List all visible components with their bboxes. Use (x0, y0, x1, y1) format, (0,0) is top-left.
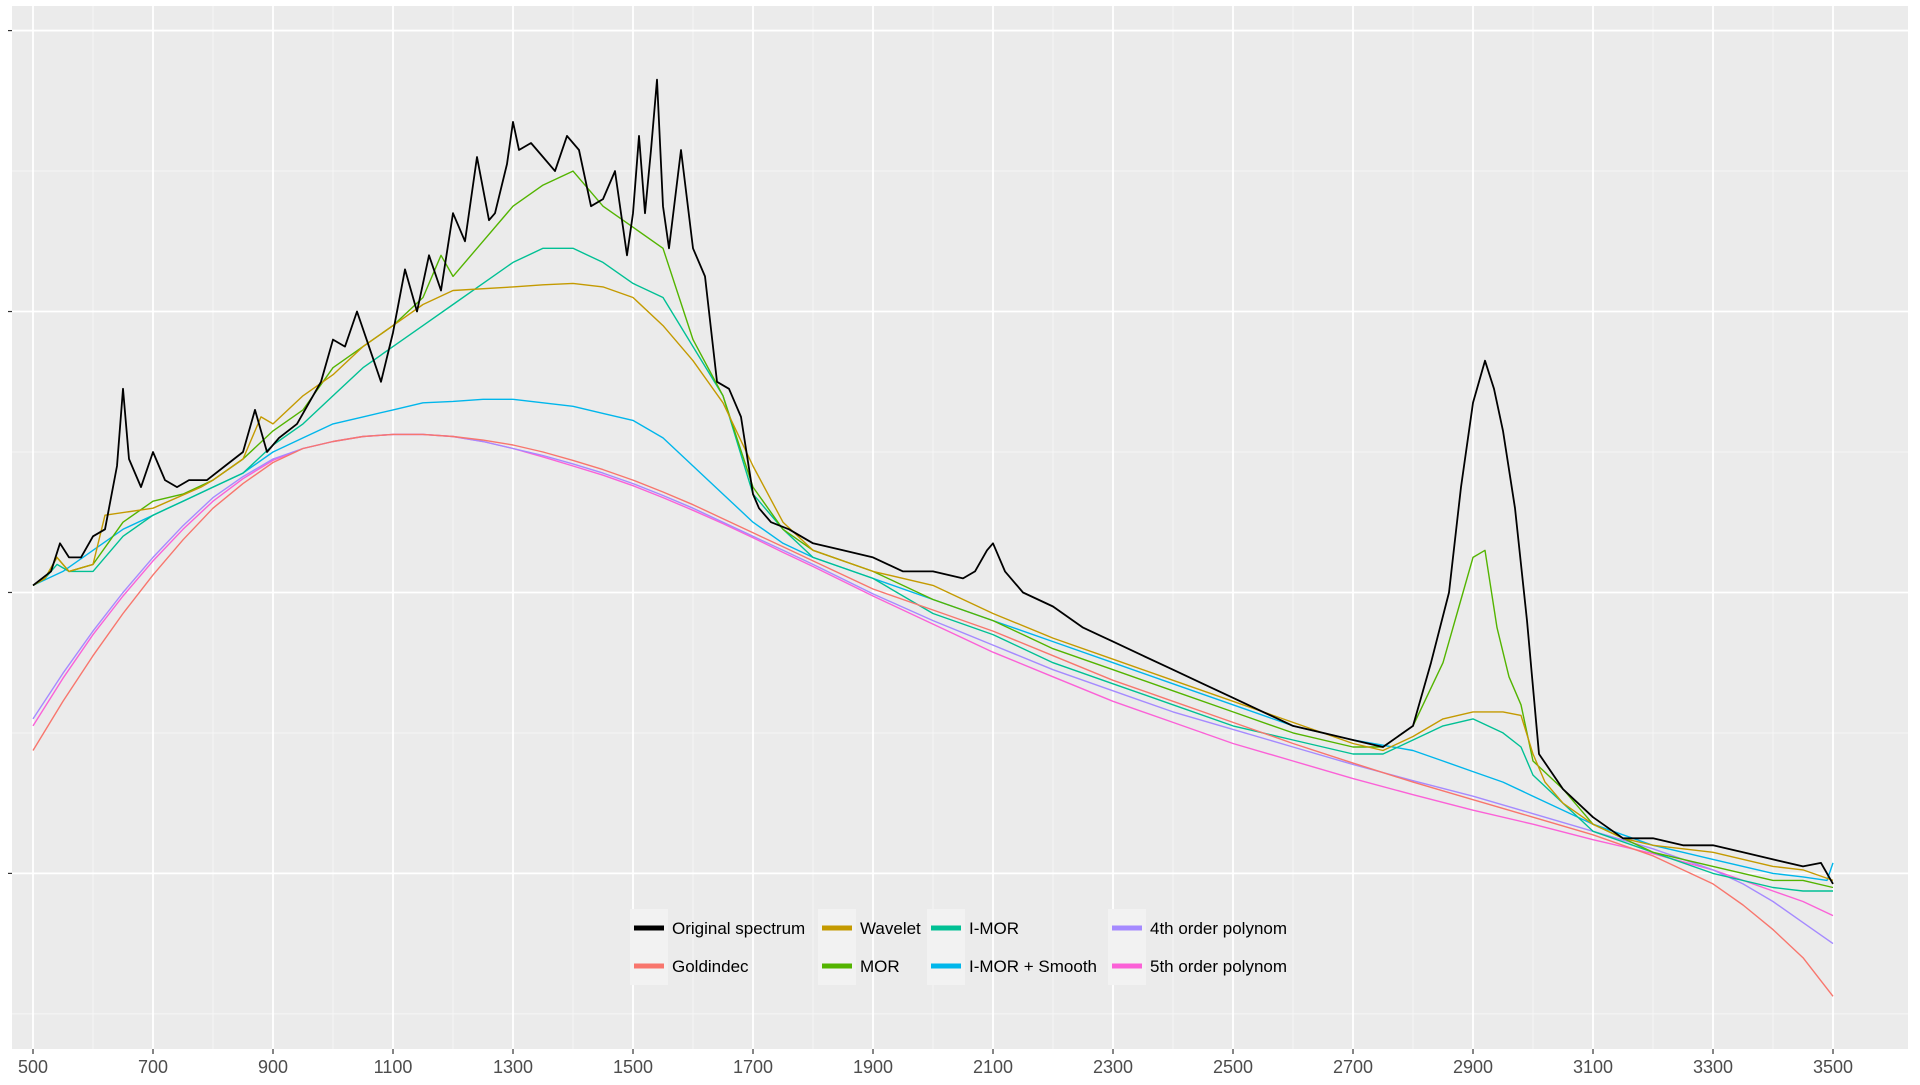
x-tick-label: 1500 (613, 1057, 653, 1077)
x-tick-label: 3300 (1693, 1057, 1733, 1077)
legend-label: MOR (860, 957, 900, 976)
x-axis: 500 700 900 1100 1300 1500 1700 1900 2100 2300 250… (18, 1049, 1853, 1077)
legend-label: 5th order polynom (1150, 957, 1287, 976)
x-tick-label: 3500 (1813, 1057, 1853, 1077)
x-tick-label: 2700 (1333, 1057, 1373, 1077)
y-axis (8, 31, 12, 874)
plot-panel (12, 6, 1908, 1049)
x-tick-label: 2300 (1093, 1057, 1133, 1077)
legend-label: I-MOR + Smooth (969, 957, 1097, 976)
x-tick-label: 1700 (733, 1057, 773, 1077)
legend-label: Wavelet (860, 919, 921, 938)
legend-label: Goldindec (672, 957, 749, 976)
x-tick-label: 500 (18, 1057, 48, 1077)
legend-label: I-MOR (969, 919, 1019, 938)
x-tick-label: 2100 (973, 1057, 1013, 1077)
legend-label: Original spectrum (672, 919, 805, 938)
legend-label: 4th order polynom (1150, 919, 1287, 938)
x-tick-label: 700 (138, 1057, 168, 1077)
x-tick-label: 1100 (374, 1057, 413, 1077)
x-tick-label: 2500 (1213, 1057, 1253, 1077)
x-tick-label: 1900 (853, 1057, 893, 1077)
x-tick-label: 900 (258, 1057, 288, 1077)
x-tick-label: 1300 (493, 1057, 533, 1077)
x-tick-label: 3100 (1573, 1057, 1613, 1077)
x-tick-label: 2900 (1453, 1057, 1493, 1077)
